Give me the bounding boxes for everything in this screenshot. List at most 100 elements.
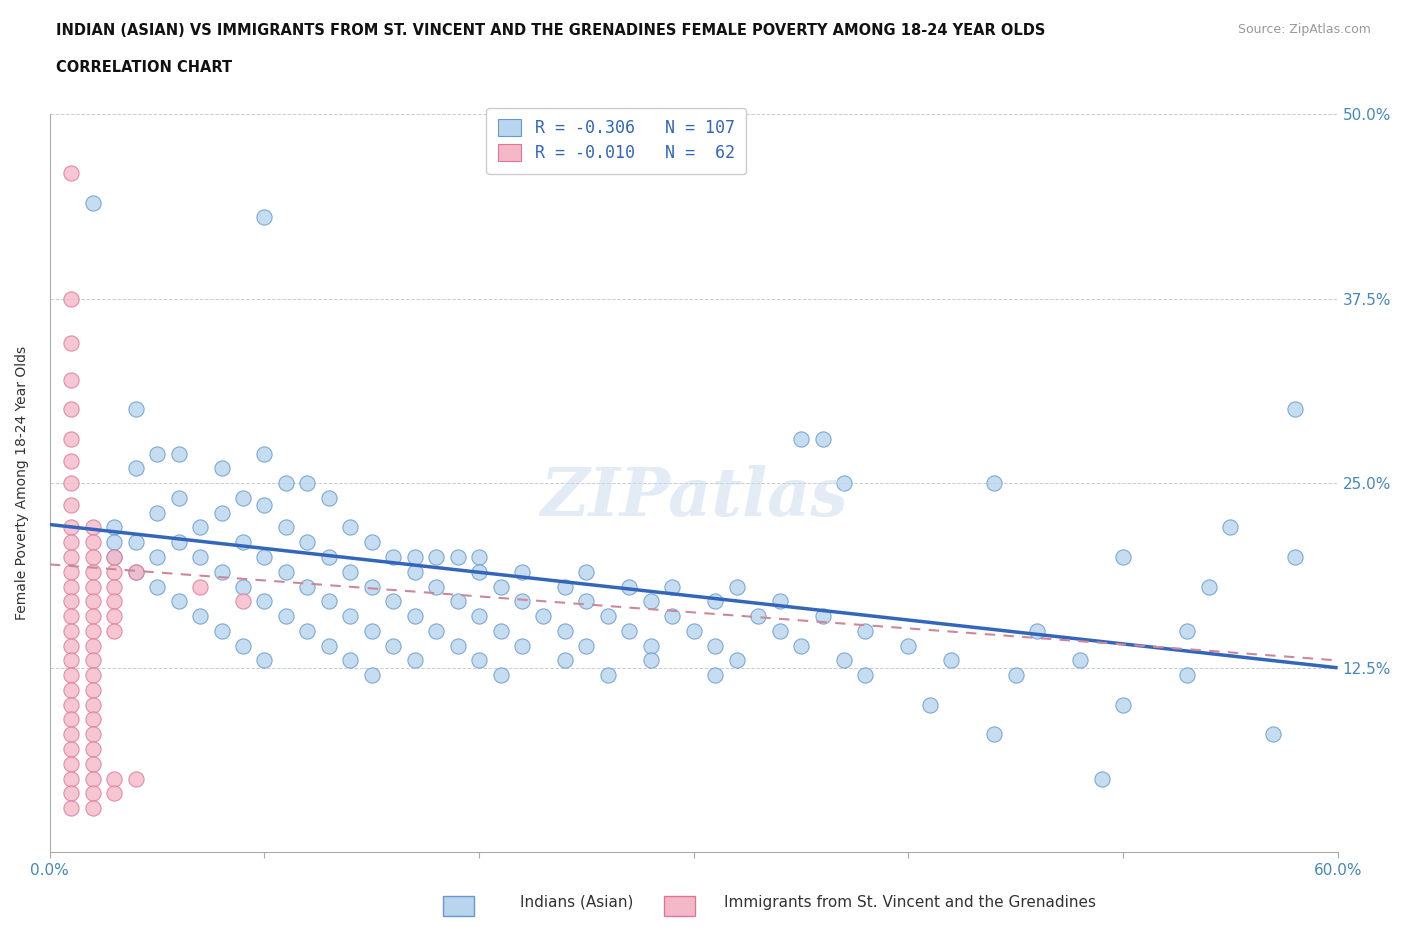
Y-axis label: Female Poverty Among 18-24 Year Olds: Female Poverty Among 18-24 Year Olds <box>15 346 30 620</box>
Point <box>768 623 790 638</box>
Point <box>60 432 83 446</box>
Point <box>82 638 104 653</box>
Point <box>1263 727 1285 742</box>
Point <box>1026 623 1049 638</box>
Point <box>297 535 319 550</box>
Point <box>897 638 920 653</box>
Point <box>619 623 641 638</box>
Text: INDIAN (ASIAN) VS IMMIGRANTS FROM ST. VINCENT AND THE GRENADINES FEMALE POVERTY : INDIAN (ASIAN) VS IMMIGRANTS FROM ST. VI… <box>56 23 1046 38</box>
Point <box>232 535 254 550</box>
Point <box>790 432 813 446</box>
Point <box>704 668 727 683</box>
Point <box>188 520 211 535</box>
Point <box>82 712 104 727</box>
Point <box>60 668 83 683</box>
Point <box>82 594 104 609</box>
Point <box>188 579 211 594</box>
Point <box>318 638 340 653</box>
Point <box>82 727 104 742</box>
Point <box>60 372 83 387</box>
Point <box>125 771 148 786</box>
Point <box>253 210 276 225</box>
Point <box>575 638 598 653</box>
Point <box>211 623 233 638</box>
Point <box>855 623 877 638</box>
Point <box>1177 668 1199 683</box>
Point <box>1004 668 1026 683</box>
Text: ZIPatlas: ZIPatlas <box>540 465 848 530</box>
Point <box>554 623 576 638</box>
Point <box>510 594 533 609</box>
Text: CORRELATION CHART: CORRELATION CHART <box>56 60 232 75</box>
Point <box>82 683 104 698</box>
Point <box>468 653 491 668</box>
Point <box>596 668 619 683</box>
Point <box>382 638 405 653</box>
Point <box>489 668 512 683</box>
Point <box>619 579 641 594</box>
Text: Immigrants from St. Vincent and the Grenadines: Immigrants from St. Vincent and the Gren… <box>724 895 1097 910</box>
Point <box>82 668 104 683</box>
Point <box>103 623 125 638</box>
Point <box>489 623 512 638</box>
Text: Source: ZipAtlas.com: Source: ZipAtlas.com <box>1237 23 1371 36</box>
Point <box>60 623 83 638</box>
Point <box>82 550 104 565</box>
Point <box>103 579 125 594</box>
Point <box>82 801 104 816</box>
Point <box>146 579 169 594</box>
Point <box>82 579 104 594</box>
Point <box>60 476 83 491</box>
Point <box>60 727 83 742</box>
Point <box>146 550 169 565</box>
Point <box>297 579 319 594</box>
Point <box>704 594 727 609</box>
Point <box>360 579 382 594</box>
Point <box>510 638 533 653</box>
Point <box>103 550 125 565</box>
Point <box>82 608 104 623</box>
Text: Indians (Asian): Indians (Asian) <box>520 895 634 910</box>
Point <box>404 565 426 579</box>
Point <box>575 594 598 609</box>
Point <box>60 756 83 771</box>
Point <box>446 594 468 609</box>
Point <box>1112 698 1135 712</box>
Point <box>1090 771 1112 786</box>
Point <box>232 638 254 653</box>
Point <box>339 608 361 623</box>
Point <box>232 579 254 594</box>
Point <box>983 727 1005 742</box>
Point <box>211 505 233 520</box>
Point <box>253 594 276 609</box>
Point <box>146 446 169 461</box>
Point <box>125 565 148 579</box>
Point <box>60 166 83 180</box>
Point <box>82 565 104 579</box>
Point <box>211 565 233 579</box>
Point <box>211 461 233 476</box>
Point <box>318 550 340 565</box>
Point <box>60 565 83 579</box>
Point <box>318 490 340 505</box>
Point <box>1112 550 1135 565</box>
Point <box>60 336 83 351</box>
Point <box>725 579 748 594</box>
Point <box>82 771 104 786</box>
Point <box>103 771 125 786</box>
Point <box>360 623 382 638</box>
Point <box>103 535 125 550</box>
Point <box>425 579 447 594</box>
Point <box>103 594 125 609</box>
Point <box>339 520 361 535</box>
Point <box>425 623 447 638</box>
Point <box>60 712 83 727</box>
Point <box>60 698 83 712</box>
Point <box>297 476 319 491</box>
Point <box>382 550 405 565</box>
Point <box>1219 520 1241 535</box>
Point <box>554 653 576 668</box>
Point <box>468 550 491 565</box>
Point <box>103 786 125 801</box>
Point <box>232 490 254 505</box>
